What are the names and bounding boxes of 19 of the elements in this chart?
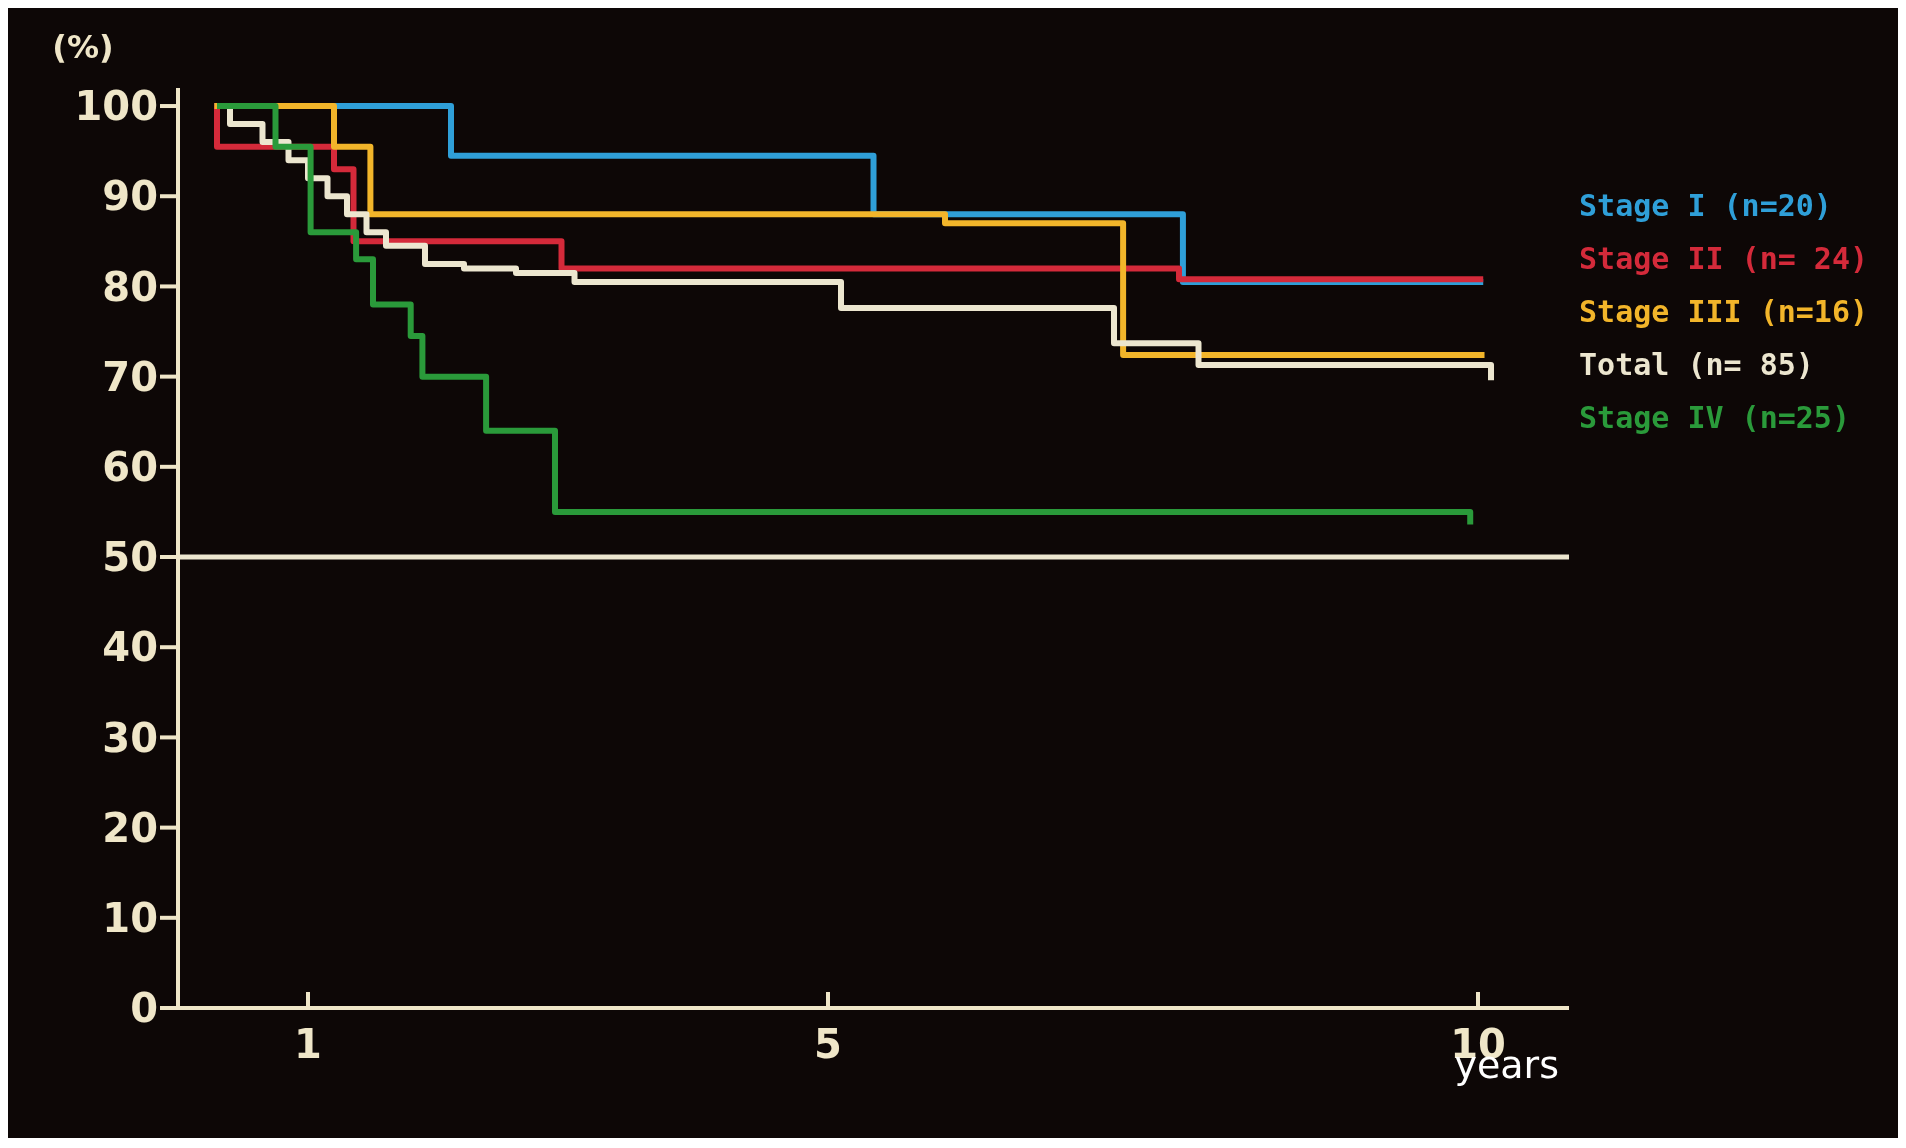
x-tick-label: 1 — [294, 1021, 322, 1067]
y-tick-label: 40 — [102, 624, 158, 671]
text: Stage I (n=20) — [1579, 188, 1833, 223]
x-tick-label: 5 — [814, 1021, 842, 1067]
y-tick-label: 70 — [102, 353, 158, 400]
y-tick-label: 0 — [130, 985, 158, 1032]
text: Total (n= 85) — [1579, 347, 1815, 382]
text: Stage II (n= 24) — [1579, 241, 1868, 276]
y-tick-label: 60 — [102, 444, 158, 491]
y-axis-title: (%) — [52, 28, 114, 66]
text: Stage IV (n=25) — [1579, 400, 1851, 435]
y-tick-label: 50 — [102, 534, 158, 581]
y-tick-label: 100 — [74, 83, 158, 130]
y-tick-label: 90 — [102, 173, 158, 220]
text: Stage III (n=16) — [1579, 294, 1868, 329]
y-tick-label: 20 — [102, 804, 158, 851]
y-tick-label: 10 — [102, 895, 158, 941]
y-tick-label: 30 — [102, 714, 158, 761]
y-tick-label: 80 — [102, 263, 158, 310]
